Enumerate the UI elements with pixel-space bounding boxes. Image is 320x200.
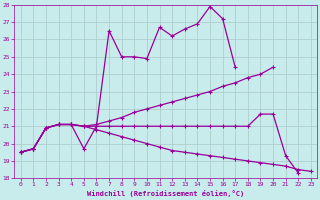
X-axis label: Windchill (Refroidissement éolien,°C): Windchill (Refroidissement éolien,°C) — [87, 190, 244, 197]
